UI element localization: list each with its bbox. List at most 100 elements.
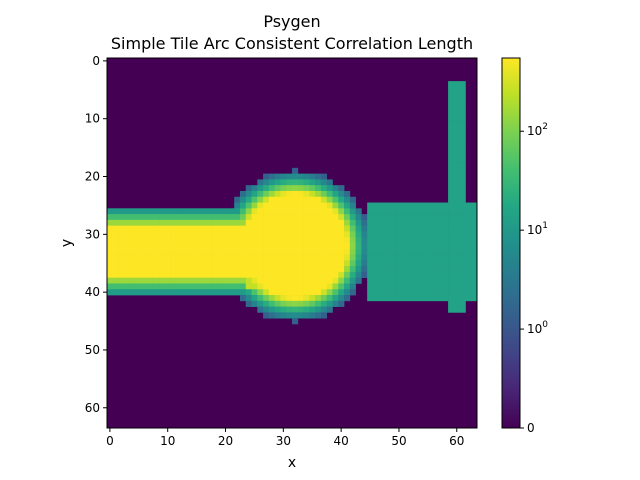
heatmap-cell	[222, 289, 229, 296]
heatmap-cell	[332, 185, 339, 192]
heatmap-cell	[424, 225, 432, 232]
heatmap-cell	[332, 295, 339, 302]
heatmap-cell	[147, 237, 154, 244]
heatmap-cell	[390, 260, 397, 267]
heatmap-cell	[465, 266, 472, 273]
heatmap-cell	[315, 202, 322, 209]
heatmap-cell	[112, 271, 119, 279]
heatmap-cell	[292, 271, 299, 279]
heatmap-cell	[222, 277, 229, 284]
heatmap-cell	[228, 266, 235, 273]
heatmap-cell	[396, 266, 403, 273]
heatmap-cell	[372, 231, 380, 238]
heatmap-cell	[320, 214, 328, 221]
heatmap-cell	[326, 283, 333, 290]
heatmap-cell	[367, 289, 374, 296]
heatmap-cell	[361, 266, 368, 273]
heatmap-cell	[401, 202, 408, 209]
heatmap-cell	[430, 254, 437, 261]
heatmap-cell	[257, 231, 264, 238]
heatmap-cell	[170, 289, 177, 296]
heatmap-cell	[268, 243, 276, 250]
heatmap-cell	[130, 254, 137, 261]
heatmap-cell	[471, 214, 478, 221]
heatmap-cell	[280, 179, 287, 186]
heatmap-cell	[251, 254, 258, 261]
heatmap-cell	[135, 237, 143, 244]
heatmap-cell	[257, 185, 264, 192]
heatmap-cell	[176, 277, 183, 284]
heatmap-cell	[309, 295, 316, 302]
heatmap-cell	[228, 219, 235, 227]
heatmap-cell	[251, 225, 258, 232]
heatmap-cell	[436, 225, 443, 232]
heatmap-cell	[292, 283, 299, 290]
heatmap-cell	[118, 260, 125, 267]
heatmap-cell	[274, 283, 281, 290]
x-tick-label: 0	[106, 434, 114, 448]
heatmap-cell	[326, 306, 333, 313]
heatmap-cell	[390, 202, 397, 209]
heatmap-cell	[297, 300, 304, 307]
heatmap-cell	[384, 271, 391, 279]
heatmap-cell	[303, 248, 310, 255]
heatmap-cell	[459, 173, 466, 180]
heatmap-cell	[326, 266, 333, 273]
heatmap-cell	[372, 283, 380, 290]
heatmap-cell	[367, 271, 374, 279]
heatmap-cell	[419, 225, 426, 232]
chart-title: Psygen	[263, 12, 320, 31]
heatmap-cell	[170, 208, 177, 215]
heatmap-cell	[320, 231, 328, 238]
heatmap-cell	[257, 248, 264, 255]
heatmap-cell	[459, 225, 466, 232]
heatmap-cell	[419, 266, 426, 273]
heatmap-cell	[280, 196, 287, 203]
heatmap-cell	[274, 219, 281, 227]
heatmap-cell	[286, 225, 293, 232]
x-tick-label: 20	[218, 434, 233, 448]
heatmap-cell	[234, 283, 241, 290]
heatmap-cell	[453, 295, 461, 302]
heatmap-cell	[448, 202, 455, 209]
heatmap-cell	[182, 289, 189, 296]
heatmap-cell	[170, 283, 177, 290]
heatmap-cell	[355, 237, 362, 244]
heatmap-cell	[297, 260, 304, 267]
heatmap-cell	[286, 300, 293, 307]
heatmap-cell	[453, 104, 461, 111]
heatmap-cell	[274, 277, 281, 284]
heatmap-cell	[251, 190, 258, 198]
heatmap-cell	[141, 208, 148, 215]
heatmap-cell	[407, 283, 414, 290]
heatmap-cell	[147, 219, 154, 227]
heatmap-cell	[378, 289, 385, 296]
heatmap-cell	[187, 237, 195, 244]
heatmap-cell	[107, 266, 114, 273]
heatmap-cell	[355, 219, 362, 227]
heatmap-cell	[413, 289, 420, 296]
heatmap-cell	[205, 219, 212, 227]
heatmap-cell	[448, 115, 455, 122]
heatmap-cell	[407, 214, 414, 221]
heatmap-cell	[378, 260, 385, 267]
heatmap-cell	[297, 196, 304, 203]
heatmap-cell	[303, 208, 310, 215]
heatmap-cell	[257, 202, 264, 209]
heatmap-cell	[159, 208, 166, 215]
heatmap-cell	[286, 196, 293, 203]
heatmap-cell	[286, 219, 293, 227]
heatmap-cell	[442, 237, 449, 244]
heatmap-cell	[448, 150, 455, 157]
heatmap-cell	[315, 283, 322, 290]
heatmap-cell	[349, 196, 356, 203]
heatmap-cell	[401, 277, 408, 284]
heatmap-cell	[286, 266, 293, 273]
heatmap-cell	[251, 185, 258, 192]
heatmap-cell	[309, 231, 316, 238]
heatmap-cell	[459, 127, 466, 134]
heatmap-cell	[135, 254, 143, 261]
heatmap-cell	[239, 248, 247, 255]
heatmap-cell	[228, 271, 235, 279]
heatmap-cell	[390, 237, 397, 244]
